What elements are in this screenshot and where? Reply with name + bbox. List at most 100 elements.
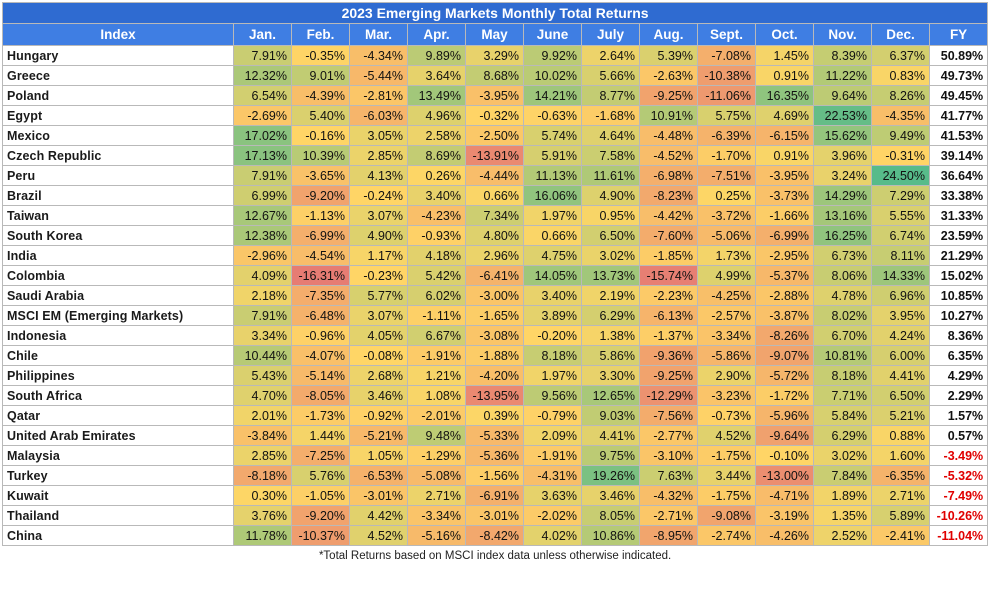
monthly-return-cell: 4.64% [581,125,640,146]
monthly-return-cell: -2.71% [639,505,698,526]
monthly-return-cell: -2.81% [349,85,408,106]
monthly-return-cell: -13.00% [755,465,814,486]
monthly-return-cell: -1.29% [407,445,466,466]
column-header-row: Index Jan. Feb. Mar. Apr. May June July Aug. Sept… [2,23,989,46]
monthly-return-cell: 9.01% [291,65,350,86]
monthly-return-cell: -1.11% [407,305,466,326]
fy-return-cell: 6.35% [928,345,989,366]
monthly-return-cell: 5.75% [697,105,756,126]
table-row: Philippines 5.43% -5.14% 2.68% 1.21% -4.20% 1.… [2,365,989,386]
monthly-return-cell: -1.72% [755,385,814,406]
monthly-return-cell: -1.13% [291,205,350,226]
monthly-return-cell: 16.25% [813,225,872,246]
monthly-return-cell: 7.34% [465,205,524,226]
monthly-return-cell: 7.58% [581,145,640,166]
monthly-return-cell: -13.95% [465,385,524,406]
monthly-return-cell: -1.75% [697,485,756,506]
monthly-return-cell: 3.64% [407,65,466,86]
monthly-return-cell: -0.96% [291,325,350,346]
monthly-return-cell: -12.29% [639,385,698,406]
monthly-return-cell: -9.20% [291,505,350,526]
monthly-return-cell: 1.60% [871,445,930,466]
table-row: Thailand 3.76% -9.20% 4.42% -3.34% -3.01% -2.0… [2,505,989,526]
monthly-return-cell: -6.13% [639,305,698,326]
monthly-return-cell: 0.91% [755,65,814,86]
monthly-return-cell: -8.95% [639,525,698,546]
column-header-feb: Feb. [291,23,350,46]
monthly-return-cell: 4.18% [407,245,466,266]
monthly-return-cell: -0.24% [349,185,408,206]
monthly-return-cell: 3.05% [349,125,408,146]
monthly-return-cell: 8.05% [581,505,640,526]
monthly-return-cell: -5.21% [349,425,408,446]
table-row: Malaysia 2.85% -7.25% 1.05% -1.29% -5.36% -1.9… [2,445,989,466]
monthly-return-cell: -4.34% [349,45,408,66]
fy-return-cell: 49.45% [928,85,989,106]
monthly-return-cell: -3.00% [465,285,524,306]
row-label: South Korea [2,225,234,246]
monthly-return-cell: 9.89% [407,45,466,66]
monthly-return-cell: 2.71% [871,485,930,506]
monthly-return-cell: -2.23% [639,285,698,306]
monthly-return-cell: -2.02% [523,505,582,526]
monthly-return-cell: -1.91% [407,345,466,366]
monthly-return-cell: -3.08% [465,325,524,346]
row-label: Qatar [2,405,234,426]
monthly-return-cell: 10.39% [291,145,350,166]
monthly-return-cell: -2.50% [465,125,524,146]
monthly-return-cell: -5.72% [755,365,814,386]
fy-return-cell: 8.36% [928,325,989,346]
fy-return-cell: 36.64% [928,165,989,186]
monthly-return-cell: 3.96% [813,145,872,166]
monthly-return-cell: 4.52% [697,425,756,446]
monthly-return-cell: -1.65% [465,305,524,326]
monthly-return-cell: 5.40% [291,105,350,126]
row-label: India [2,245,234,266]
fy-return-cell: -10.26% [928,505,989,526]
monthly-return-cell: -3.19% [755,505,814,526]
monthly-return-cell: -3.34% [407,505,466,526]
monthly-return-cell: -4.26% [755,525,814,546]
monthly-return-cell: 5.43% [233,365,292,386]
monthly-return-cell: 13.16% [813,205,872,226]
monthly-return-cell: -4.32% [639,485,698,506]
monthly-return-cell: -6.99% [291,225,350,246]
column-header-sept: Sept. [697,23,756,46]
monthly-return-cell: 12.32% [233,65,292,86]
monthly-return-cell: 8.39% [813,45,872,66]
monthly-return-cell: 6.74% [871,225,930,246]
monthly-return-cell: 3.40% [407,185,466,206]
table-row: Hungary 7.91% -0.35% -4.34% 9.89% 3.29% 9.92% 2… [2,45,989,66]
monthly-return-cell: 5.89% [871,505,930,526]
monthly-return-cell: 6.29% [581,305,640,326]
fy-return-cell: 31.33% [928,205,989,226]
monthly-return-cell: 3.07% [349,305,408,326]
monthly-return-cell: -6.03% [349,105,408,126]
monthly-return-cell: -10.38% [697,65,756,86]
monthly-return-cell: 3.89% [523,305,582,326]
monthly-return-cell: -8.23% [639,185,698,206]
monthly-return-cell: 9.03% [581,405,640,426]
monthly-return-cell: -5.96% [755,405,814,426]
monthly-return-cell: 9.64% [813,85,872,106]
row-label: Greece [2,65,234,86]
monthly-return-cell: 9.92% [523,45,582,66]
monthly-return-cell: 1.38% [581,325,640,346]
monthly-return-cell: -0.10% [755,445,814,466]
monthly-return-cell: -2.01% [407,405,466,426]
monthly-return-cell: -9.64% [755,425,814,446]
monthly-return-cell: -9.36% [639,345,698,366]
fy-return-cell: 39.14% [928,145,989,166]
monthly-return-cell: 10.86% [581,525,640,546]
table-row: MSCI EM (Emerging Markets) 7.91% -6.48% 3.0… [2,305,989,326]
monthly-return-cell: -6.53% [349,465,408,486]
monthly-return-cell: -3.34% [697,325,756,346]
table-title: 2023 Emerging Markets Monthly Total Retu… [1,2,989,24]
monthly-return-cell: -0.93% [407,225,466,246]
monthly-return-cell: 3.76% [233,505,292,526]
monthly-return-cell: 8.11% [871,245,930,266]
monthly-return-cell: 9.75% [581,445,640,466]
table-row: United Arab Emirates -3.84% 1.44% -5.21% 9.4… [2,425,989,446]
monthly-return-cell: 8.68% [465,65,524,86]
monthly-return-cell: 9.48% [407,425,466,446]
